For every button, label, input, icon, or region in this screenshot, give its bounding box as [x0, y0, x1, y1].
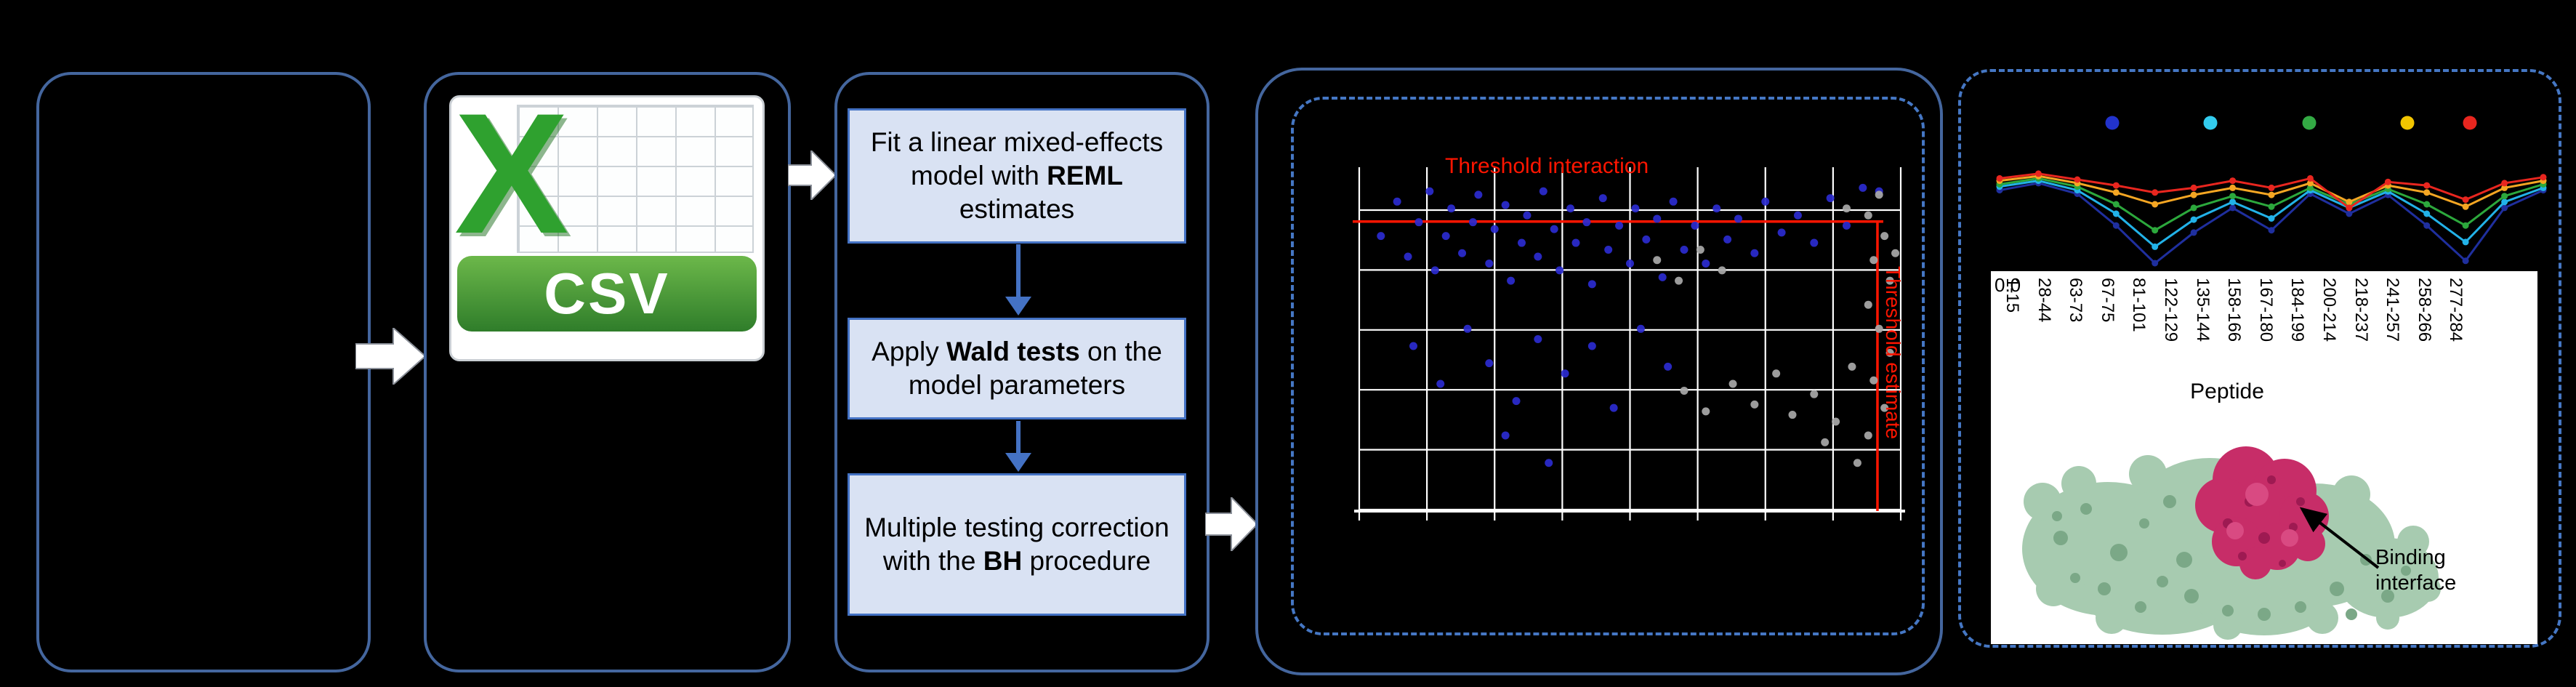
peptide-tick-label: 28-44 — [2034, 278, 2054, 323]
step-bh-box: Multiple testing correction with the BH … — [848, 473, 1186, 616]
step-reml-box: Fit a linear mixed-effects model with RE… — [848, 108, 1186, 244]
peptide-tick-label: 167-180 — [2255, 278, 2276, 342]
volcano-dashed-frame — [1291, 97, 1925, 635]
peptide-tick-label: 67-75 — [2097, 278, 2117, 323]
spreadsheet-grid-icon — [517, 105, 754, 253]
panel-input — [36, 72, 371, 672]
right-arrow-icon — [1205, 497, 1257, 551]
excel-x-logo: X — [454, 78, 569, 270]
binding-interface-label: Binding interface — [2375, 546, 2457, 595]
peptide-tick-label: 200-214 — [2319, 278, 2339, 342]
panel-volcano-outer — [1255, 68, 1943, 675]
peptide-tick-label: 184-199 — [2287, 278, 2308, 342]
peptide-axis-labels: 1-15 28-44 63-73 67-75 81-101 122-129 135-144 1… — [2003, 278, 2512, 387]
results-dashed-frame — [1958, 69, 2561, 648]
binding-region-highlight — [2226, 483, 2298, 547]
binding-interface-region — [2195, 446, 2329, 579]
threshold-estimate-label: Threshold estimate — [1882, 266, 1904, 440]
protein-surface-texture — [2052, 495, 2411, 621]
step-wald-text: Apply Wald tests on the model parameters — [872, 337, 1162, 400]
step-wald-box: Apply Wald tests on the model parameters — [848, 318, 1186, 419]
peptide-tick-label: 63-73 — [2066, 278, 2086, 323]
volcano-plot — [1353, 167, 1905, 521]
peptide-tick-label: 218-237 — [2351, 278, 2371, 342]
peptide-tick-label: 135-144 — [2192, 278, 2213, 342]
step-reml-text: Fit a linear mixed-effects model with RE… — [870, 127, 1164, 224]
peptide-tick-label: 277-284 — [2446, 278, 2466, 342]
peptide-tick-label: 241-257 — [2383, 278, 2403, 342]
y-axis-tick-label: 0.0 — [1995, 274, 2021, 296]
peptide-axis-title: Peptide — [2190, 379, 2264, 403]
peptide-tick-label: 258-266 — [2414, 278, 2434, 342]
right-arrow-icon — [355, 328, 425, 385]
peptide-tick-label: 158-166 — [2224, 278, 2245, 342]
threshold-interaction-label: Threshold interaction — [1445, 154, 1649, 178]
peptide-tick-label: 122-129 — [2161, 278, 2181, 342]
csv-banner-label: CSV — [457, 256, 757, 332]
csv-file-icon: X CSV — [449, 78, 765, 361]
protein-structure — [2022, 446, 2441, 640]
peptide-tick-label: 81-101 — [2129, 278, 2149, 332]
peptide-tick-label: 1-15 — [2003, 278, 2022, 313]
panel-csv — [424, 72, 791, 672]
binding-arrow — [2299, 507, 2380, 569]
panel-stats-pipeline — [834, 72, 1209, 672]
uptake-chart — [1996, 116, 2547, 267]
step-bh-text: Multiple testing correction with the BH … — [864, 513, 1170, 576]
right-arrow-icon — [788, 150, 836, 200]
